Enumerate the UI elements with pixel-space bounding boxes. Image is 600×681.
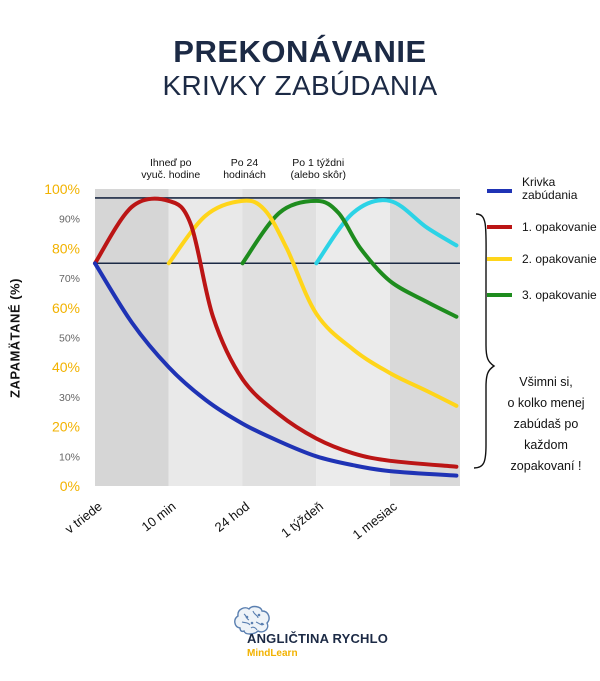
- note-text-line: zabúdaš po: [514, 417, 579, 431]
- title-line-1: PREKONÁVANIE: [173, 34, 427, 69]
- y-tick-label: 70%: [59, 273, 80, 285]
- phase-label: Po 24: [231, 157, 259, 169]
- legend-label: Krivka: [522, 175, 556, 189]
- series-line-3: [240, 198, 459, 319]
- x-tick-label: 1 mesiac: [350, 498, 401, 542]
- phase-label: (alebo skôr): [291, 169, 346, 181]
- phase-label: Po 1 týždni: [292, 157, 344, 169]
- y-tick-label: 50%: [59, 333, 80, 345]
- y-tick-label: 100%: [44, 181, 80, 197]
- x-tick-label: 1 týždeň: [278, 499, 326, 541]
- y-tick-label: 40%: [52, 359, 80, 375]
- brand-sub: MindLearn: [247, 648, 298, 659]
- legend-label: 3. opakovanie: [522, 288, 597, 302]
- legend-label: zabúdania: [522, 188, 578, 202]
- phase-label: vyuč. hodine: [141, 169, 200, 181]
- x-tick-label: 10 min: [139, 499, 179, 535]
- series-line-2: [166, 198, 459, 408]
- series-line-4: [314, 198, 459, 266]
- note-text-line: zopakovaní !: [511, 459, 582, 473]
- legend-label: 1. opakovanie: [522, 220, 597, 234]
- legend-label: 2. opakovanie: [522, 252, 597, 266]
- y-tick-label: 90%: [59, 214, 80, 226]
- y-tick-label: 0%: [60, 478, 80, 494]
- x-tick-label: 24 hod: [212, 499, 253, 535]
- phase-label: Ihneď po: [150, 157, 192, 169]
- background-band-1: [168, 189, 243, 486]
- phase-label: hodinách: [223, 169, 266, 181]
- title-line-2: KRIVKY ZABÚDANIA: [162, 70, 438, 101]
- brace: [473, 213, 496, 469]
- note-text-line: o kolko menej: [507, 396, 584, 410]
- note-text-line: každom: [524, 438, 568, 452]
- background-band-4: [390, 189, 460, 486]
- brain-icon: [234, 605, 270, 635]
- series-line-0: [93, 261, 459, 478]
- series-line-1: [93, 196, 459, 469]
- y-tick-label: 80%: [52, 240, 80, 256]
- background-band-2: [242, 189, 317, 486]
- y-tick-label: 20%: [52, 419, 80, 435]
- background-band-0: [95, 189, 169, 486]
- y-tick-label: 10%: [59, 451, 80, 463]
- y-tick-label: 60%: [52, 300, 80, 316]
- y-tick-label: 30%: [59, 392, 80, 404]
- x-tick-label: v triede: [62, 499, 105, 537]
- brand-name: ANGLIČTINA RYCHLO: [247, 631, 389, 646]
- note-text-line: Všimni si,: [519, 375, 572, 389]
